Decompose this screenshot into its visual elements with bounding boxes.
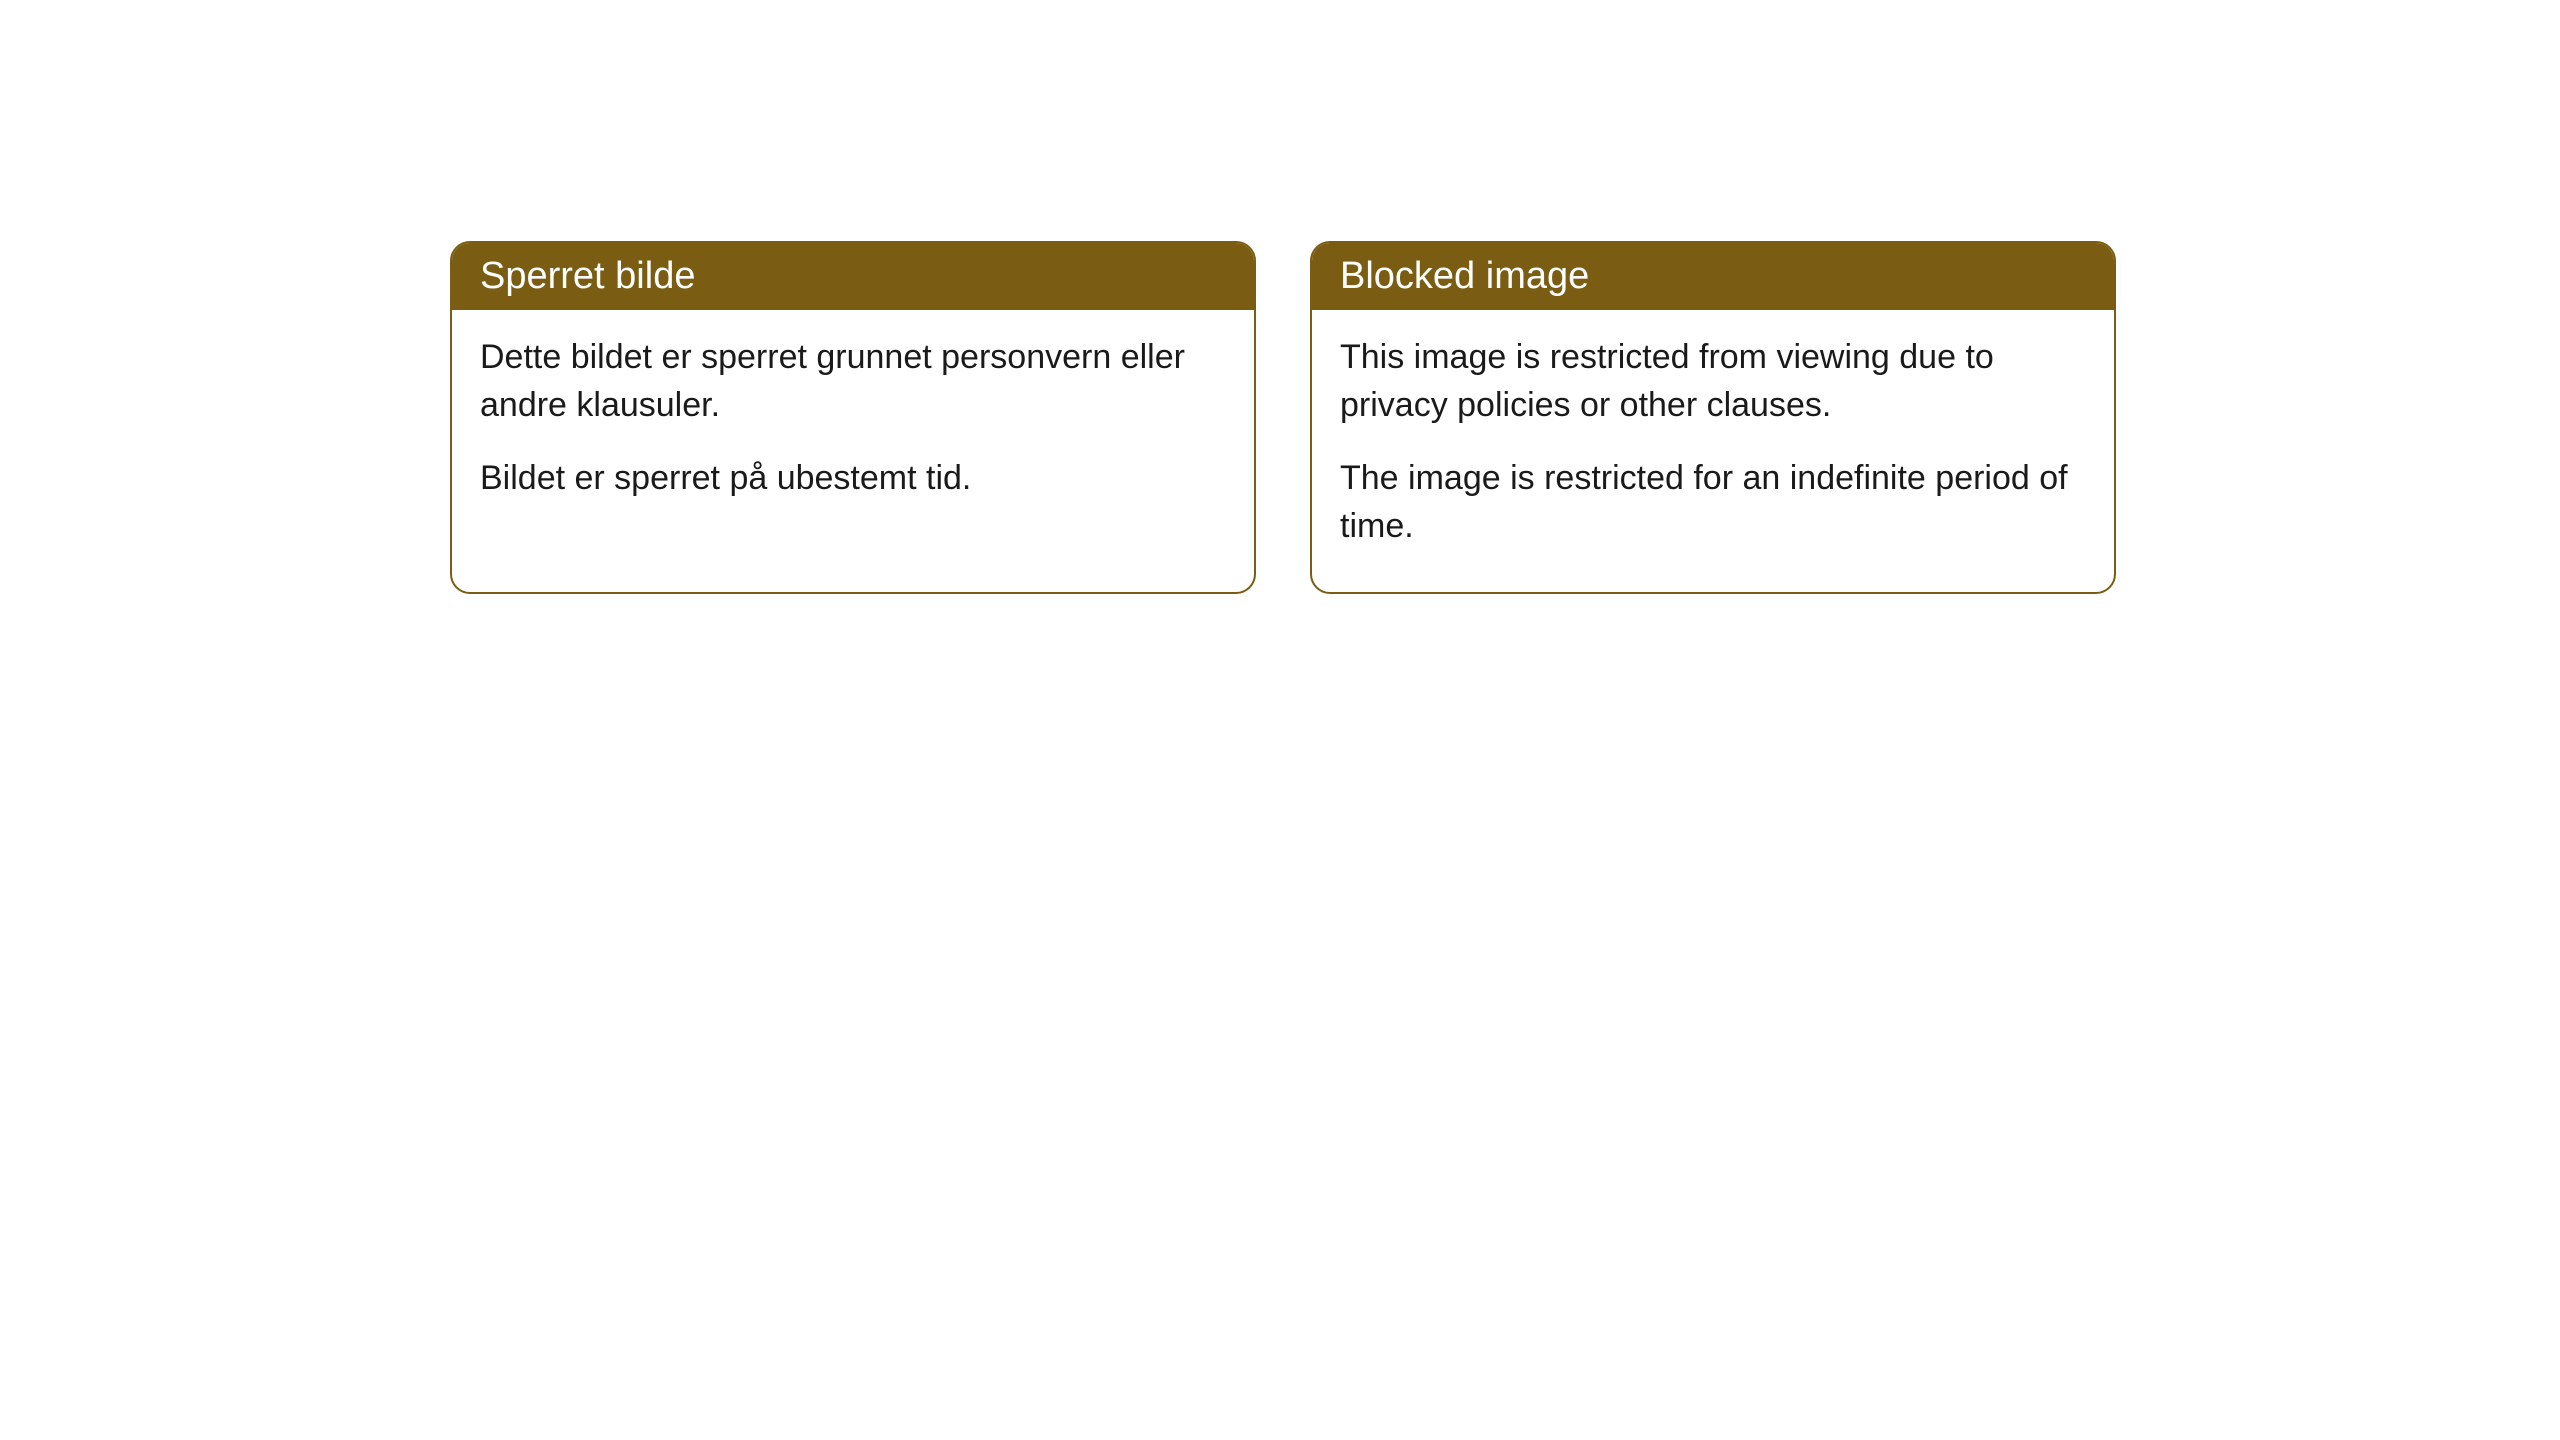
cards-container: Sperret bilde Dette bildet er sperret gr…	[450, 241, 2116, 594]
card-text-norwegian-1: Dette bildet er sperret grunnet personve…	[480, 334, 1226, 429]
card-norwegian: Sperret bilde Dette bildet er sperret gr…	[450, 241, 1256, 594]
card-english: Blocked image This image is restricted f…	[1310, 241, 2116, 594]
card-body-english: This image is restricted from viewing du…	[1312, 310, 2114, 592]
card-header-norwegian: Sperret bilde	[452, 243, 1254, 310]
card-text-english-2: The image is restricted for an indefinit…	[1340, 455, 2086, 550]
card-text-english-1: This image is restricted from viewing du…	[1340, 334, 2086, 429]
card-header-english: Blocked image	[1312, 243, 2114, 310]
card-body-norwegian: Dette bildet er sperret grunnet personve…	[452, 310, 1254, 545]
card-text-norwegian-2: Bildet er sperret på ubestemt tid.	[480, 455, 1226, 503]
